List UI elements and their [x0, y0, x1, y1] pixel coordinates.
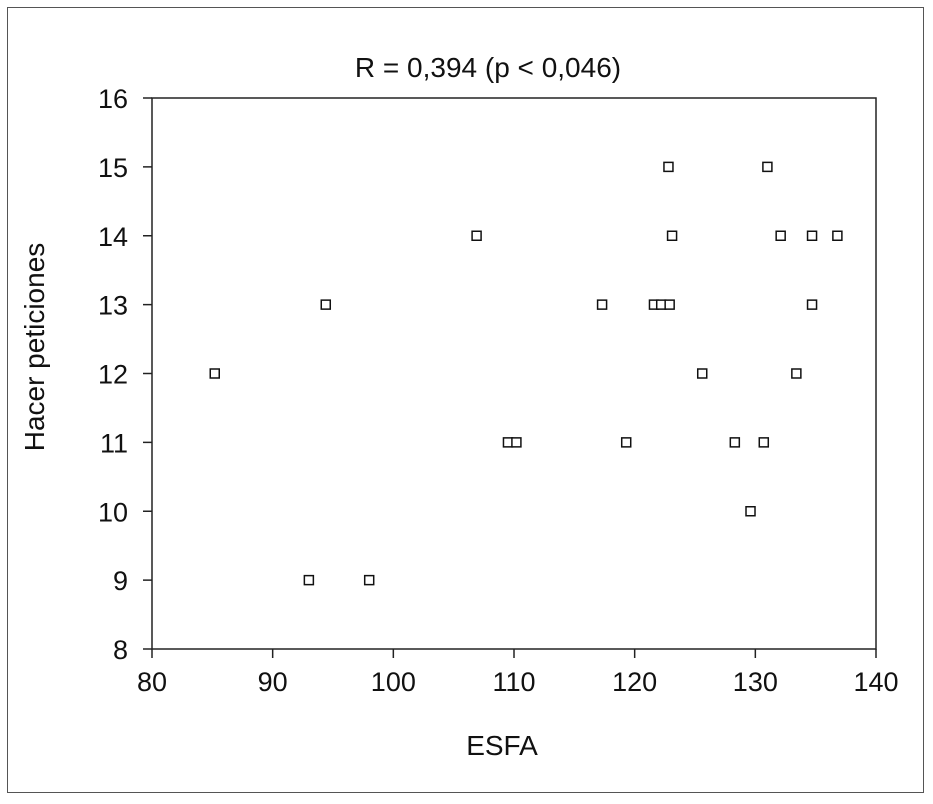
y-axis-ticks: 8 9 10 11 12 13 14 15 16: [98, 84, 152, 665]
x-tick-label: 80: [137, 667, 167, 697]
data-point: [729, 437, 741, 448]
data-point: [745, 506, 756, 517]
y-tick-label: 10: [98, 497, 128, 527]
figure-frame: [7, 7, 924, 793]
y-tick-label: 15: [98, 153, 128, 183]
data-point: [320, 299, 332, 310]
y-tick-label: 16: [98, 84, 128, 114]
data-point: [655, 299, 667, 310]
data-point: [696, 368, 708, 379]
x-tick-label: 100: [371, 667, 416, 697]
y-tick-label: 13: [98, 291, 128, 321]
data-point: [511, 437, 522, 448]
x-tick-label: 110: [492, 667, 535, 697]
chart-title: R = 0,394 (p < 0,046): [355, 52, 621, 83]
data-point: [303, 574, 315, 586]
y-tick-label: 8: [113, 635, 128, 665]
x-tick-label: 120: [612, 667, 657, 697]
y-tick-label: 12: [98, 360, 128, 390]
plot-area: [151, 97, 877, 650]
data-point: [758, 437, 770, 448]
y-tick-label: 9: [113, 566, 128, 596]
data-point: [502, 437, 514, 448]
data-point: [596, 299, 608, 310]
data-point: [806, 230, 818, 241]
x-axis-ticks: 80 90 100 110 120 130 140: [137, 649, 899, 697]
data-point: [663, 161, 674, 173]
y-axis-label: Hacer peticiones: [19, 243, 50, 452]
data-point: [666, 230, 678, 241]
data-point: [664, 299, 675, 310]
plot-border: [151, 97, 877, 650]
data-point: [471, 230, 482, 241]
x-tick-label: 90: [258, 667, 288, 697]
data-point: [775, 230, 786, 241]
x-axis-label: ESFA: [466, 730, 538, 761]
x-tick-label: 130: [733, 667, 778, 697]
data-point: [762, 161, 773, 173]
y-tick-label: 11: [100, 428, 128, 458]
data-point: [832, 230, 843, 241]
x-tick-label: 140: [853, 667, 898, 697]
y-tick-label: 14: [98, 222, 128, 252]
data-point: [791, 368, 802, 379]
data-point: [806, 299, 818, 310]
data-point: [620, 437, 632, 448]
data-points: [209, 161, 843, 586]
data-point: [363, 574, 375, 586]
data-point: [209, 368, 220, 379]
